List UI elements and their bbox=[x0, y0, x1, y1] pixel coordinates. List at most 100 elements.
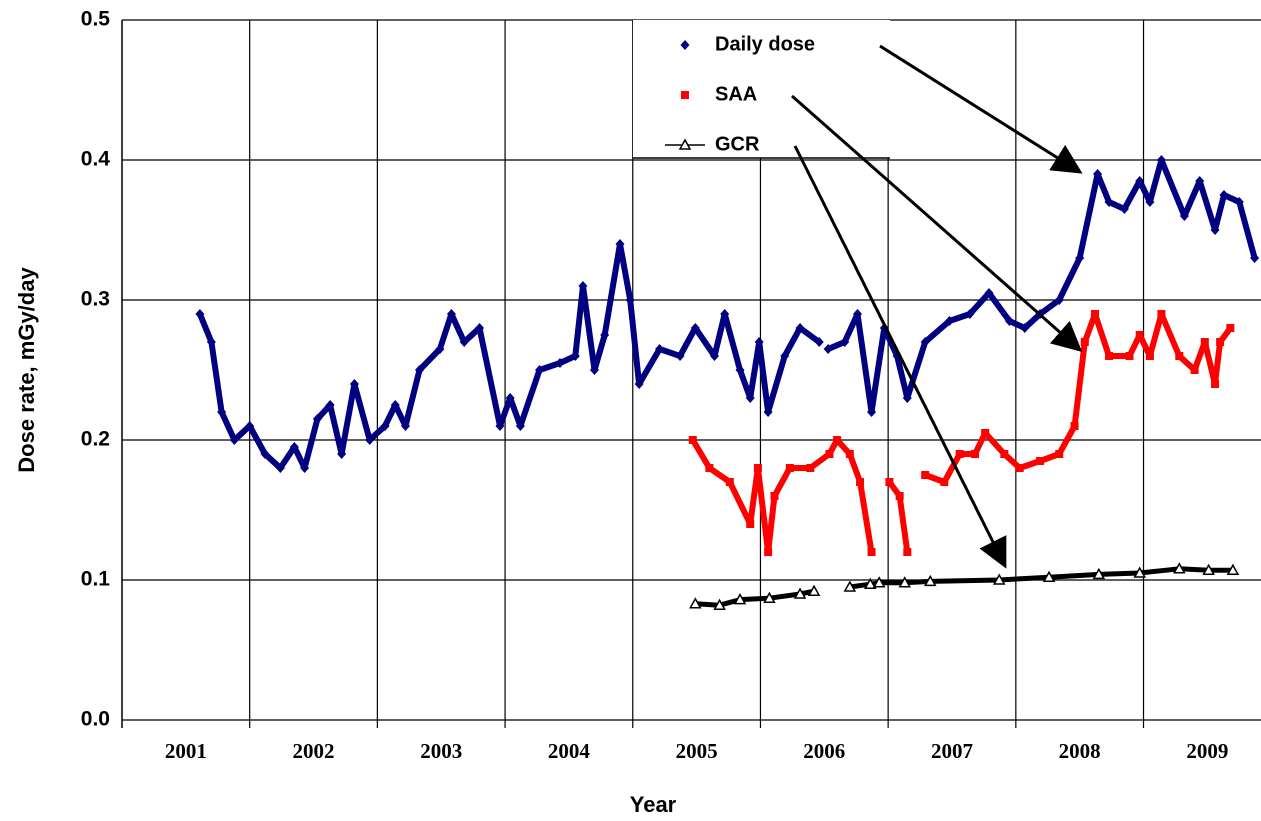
point bbox=[300, 463, 310, 473]
point bbox=[733, 593, 747, 605]
point bbox=[1133, 566, 1146, 578]
x-tick-label: 2003 bbox=[420, 739, 462, 763]
point bbox=[725, 478, 734, 486]
y-tick-label: 0.1 bbox=[81, 568, 111, 591]
point bbox=[690, 323, 700, 333]
point bbox=[1119, 204, 1129, 214]
point bbox=[1211, 380, 1220, 388]
point bbox=[535, 365, 545, 375]
point bbox=[1202, 563, 1215, 575]
point bbox=[1234, 197, 1244, 207]
y-axis-label: Dose rate, mGy/day bbox=[14, 267, 39, 473]
point bbox=[1156, 155, 1166, 165]
point bbox=[1190, 366, 1199, 374]
point bbox=[1200, 338, 1209, 346]
point bbox=[555, 358, 565, 368]
point bbox=[763, 407, 773, 417]
point bbox=[1173, 562, 1186, 574]
legend: Daily dose SAA GCR bbox=[633, 20, 890, 159]
point bbox=[745, 393, 755, 403]
point bbox=[713, 598, 726, 610]
point bbox=[446, 309, 456, 319]
point bbox=[589, 365, 599, 375]
y-tick-label: 0.0 bbox=[81, 708, 110, 731]
point bbox=[753, 464, 762, 472]
series-line bbox=[695, 566, 1233, 608]
point bbox=[833, 436, 842, 444]
point bbox=[675, 351, 685, 361]
point bbox=[217, 407, 227, 417]
point bbox=[955, 450, 964, 458]
x-axis-label: Year bbox=[630, 792, 677, 817]
legend-box bbox=[633, 20, 890, 158]
point bbox=[1092, 567, 1106, 580]
point bbox=[495, 421, 505, 431]
point bbox=[289, 442, 299, 452]
y-tick-label: 0.4 bbox=[81, 148, 111, 171]
point bbox=[735, 365, 745, 375]
point bbox=[1135, 331, 1144, 339]
point bbox=[1004, 316, 1014, 326]
point bbox=[390, 400, 400, 410]
point bbox=[795, 323, 805, 333]
point bbox=[570, 351, 580, 361]
legend-marker bbox=[681, 91, 689, 99]
point bbox=[823, 344, 833, 354]
point bbox=[944, 316, 954, 326]
point bbox=[720, 309, 730, 319]
point bbox=[325, 400, 335, 410]
y-tick-label: 0.2 bbox=[81, 428, 110, 451]
x-tick-label: 2005 bbox=[676, 739, 718, 763]
point bbox=[615, 239, 625, 249]
point bbox=[814, 337, 824, 347]
point bbox=[970, 450, 979, 458]
point bbox=[475, 323, 485, 333]
point bbox=[1250, 253, 1260, 263]
series-line bbox=[197, 157, 1258, 471]
legend-marker bbox=[680, 40, 690, 50]
y-tick-label: 0.5 bbox=[81, 8, 111, 31]
point bbox=[415, 365, 425, 375]
point bbox=[1091, 310, 1100, 318]
point bbox=[688, 436, 697, 444]
point bbox=[806, 464, 815, 472]
point bbox=[852, 309, 862, 319]
point bbox=[1105, 352, 1114, 360]
point bbox=[515, 421, 525, 431]
point bbox=[195, 309, 205, 319]
x-tick-label: 2009 bbox=[1186, 739, 1228, 763]
point bbox=[763, 591, 776, 603]
legend-label: SAA bbox=[715, 83, 757, 105]
legend-marker bbox=[678, 138, 692, 150]
point bbox=[920, 337, 930, 347]
point bbox=[807, 584, 821, 596]
point bbox=[1054, 295, 1064, 305]
x-tick-label: 2007 bbox=[931, 739, 973, 763]
point bbox=[992, 573, 1006, 585]
point bbox=[856, 478, 865, 486]
point bbox=[625, 295, 635, 305]
point bbox=[1104, 197, 1114, 207]
point bbox=[1157, 310, 1166, 318]
point bbox=[400, 421, 410, 431]
point bbox=[840, 337, 850, 347]
point bbox=[275, 463, 285, 473]
point bbox=[895, 492, 904, 500]
annotation-arrows bbox=[791, 44, 1083, 569]
point bbox=[1195, 176, 1205, 186]
point bbox=[793, 587, 807, 599]
point bbox=[902, 393, 912, 403]
x-tick-label: 2004 bbox=[548, 739, 591, 763]
point bbox=[770, 492, 779, 500]
point bbox=[365, 435, 375, 445]
point bbox=[1226, 563, 1240, 575]
point bbox=[764, 548, 773, 556]
point bbox=[1226, 324, 1235, 332]
point bbox=[380, 421, 390, 431]
arrow bbox=[791, 94, 1083, 352]
x-tick-label: 2008 bbox=[1059, 739, 1101, 763]
point bbox=[655, 344, 665, 354]
point bbox=[1055, 450, 1064, 458]
point bbox=[206, 337, 216, 347]
point bbox=[825, 450, 834, 458]
